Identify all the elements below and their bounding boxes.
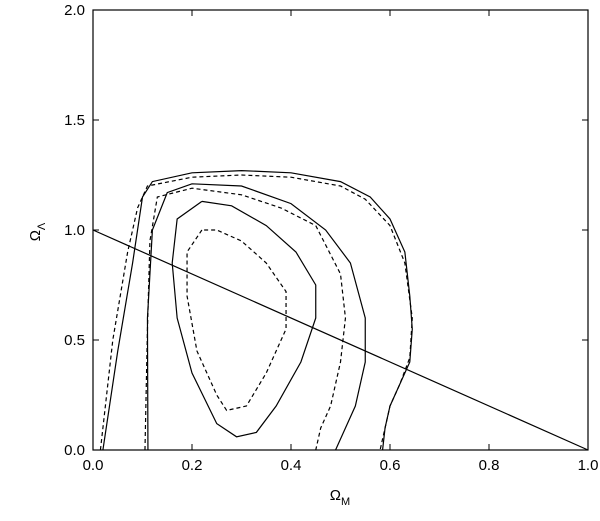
y-tick-label: 0.0 bbox=[64, 442, 85, 459]
x-tick-label: 0.2 bbox=[182, 457, 203, 474]
contour-line bbox=[144, 187, 347, 451]
x-tick-label: 0.0 bbox=[83, 457, 104, 474]
contour-line bbox=[171, 200, 317, 438]
x-tick-label: 0.8 bbox=[479, 457, 500, 474]
y-tick-label: 1.0 bbox=[64, 222, 85, 239]
y-label-sub: Λ bbox=[36, 222, 48, 230]
contour-line bbox=[186, 229, 287, 412]
y-tick-label: 1.5 bbox=[64, 112, 85, 129]
plot-frame bbox=[92, 9, 589, 451]
y-axis-label: ΩΛ bbox=[27, 222, 48, 241]
x-label-sub: M bbox=[341, 496, 350, 508]
contour-line bbox=[146, 183, 366, 451]
contour-line bbox=[102, 169, 413, 451]
y-tick-label: 0.5 bbox=[64, 332, 85, 349]
x-label-symbol: Ω bbox=[330, 487, 341, 504]
y-label-symbol: Ω bbox=[27, 230, 44, 241]
x-axis-label: ΩM bbox=[330, 487, 350, 508]
contour-line bbox=[92, 229, 589, 451]
x-tick-label: 1.0 bbox=[578, 457, 599, 474]
x-tick-label: 0.4 bbox=[281, 457, 302, 474]
y-tick-label: 2.0 bbox=[64, 2, 85, 19]
contour-line bbox=[99, 174, 413, 451]
x-tick-label: 0.6 bbox=[380, 457, 401, 474]
